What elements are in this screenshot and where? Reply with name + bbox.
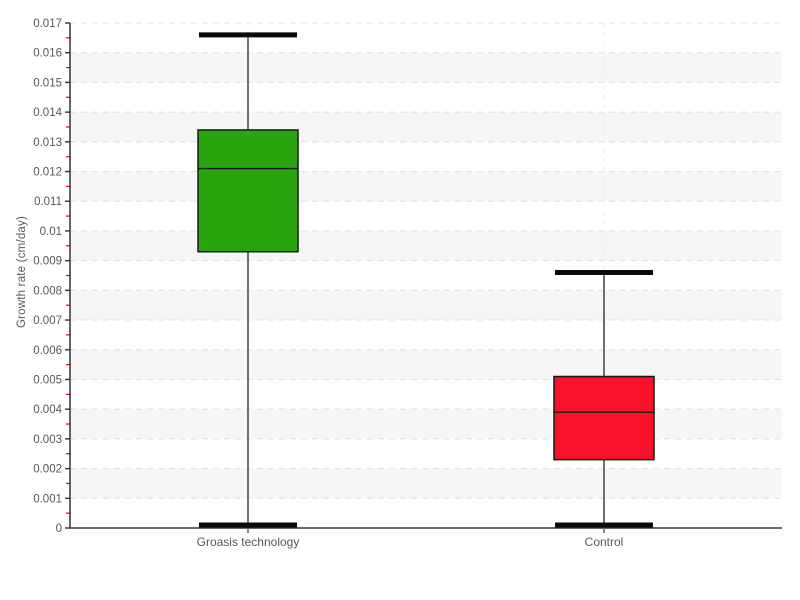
grid-band [70, 409, 782, 439]
y-tick-label: 0.006 [33, 345, 62, 357]
grid-band [70, 290, 782, 321]
grid-band [70, 468, 782, 499]
y-tick-label: 0.002 [33, 464, 62, 476]
box-groasis-technology [197, 129, 299, 253]
grid-band [70, 112, 782, 142]
y-tick-label: 0 [56, 523, 62, 535]
x-category-label: Groasis technology [197, 535, 300, 549]
box-control [553, 375, 655, 461]
y-tick-label: 0.003 [33, 434, 62, 446]
y-tick-label: 0.011 [34, 196, 62, 208]
y-tick-label: 0.001 [33, 493, 62, 505]
y-tick-label: 0.014 [33, 107, 62, 119]
y-tick-label: 0.004 [33, 404, 62, 416]
y-tick-label: 0.013 [33, 137, 62, 149]
y-tick-label: 0.007 [33, 315, 62, 327]
y-tick-label: 0.008 [33, 285, 62, 297]
y-tick-label: 0.009 [33, 256, 62, 268]
y-tick-label: 0.017 [33, 18, 62, 30]
grid-band [70, 349, 782, 380]
y-tick-label: 0.016 [33, 48, 62, 60]
x-category-label: Control [585, 535, 624, 549]
grid-band [70, 171, 782, 202]
y-tick-label: 0.01 [40, 226, 62, 238]
grid-band [70, 52, 782, 83]
y-tick-label: 0.012 [33, 167, 62, 179]
grid-band [70, 230, 782, 261]
y-tick-label: 0.015 [33, 77, 62, 89]
y-tick-label: 0.005 [33, 374, 62, 386]
